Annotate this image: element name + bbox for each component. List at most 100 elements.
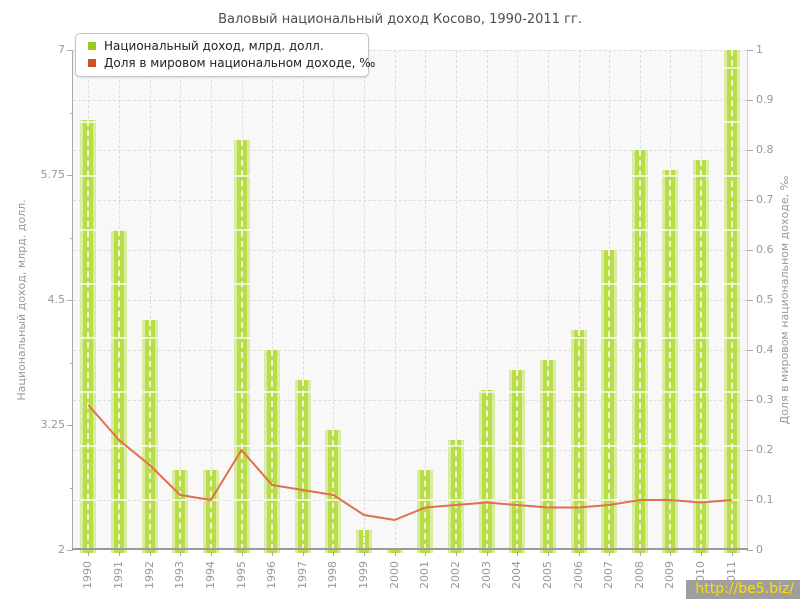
gridline-horizontal — [73, 100, 747, 101]
x-axis-tick-label: 1996 — [265, 561, 279, 589]
y-axis-tick-label-right: 0 — [756, 543, 763, 556]
watermark-link[interactable]: http://be5.biz/ — [686, 580, 800, 599]
bar-centerline — [332, 430, 335, 550]
y-axis-minor-tick-left — [70, 237, 73, 239]
legend: Национальный доход, млрд. долл. Доля в м… — [75, 33, 375, 77]
y-axis-tick-right — [747, 50, 753, 51]
x-axis-tick-label: 2008 — [632, 561, 646, 589]
bar-centerline — [271, 350, 274, 550]
bar-fill — [386, 550, 403, 553]
legend-label: Национальный доход, млрд. долл. — [104, 38, 324, 53]
gridline-vertical — [455, 50, 457, 550]
gridline-vertical — [547, 50, 549, 550]
bar-1990 — [80, 120, 97, 553]
x-axis-line — [72, 548, 748, 550]
x-axis-tick — [670, 552, 672, 556]
bar-2000 — [386, 550, 403, 553]
legend-item-national-income: Национальный доход, млрд. долл. — [76, 37, 368, 54]
x-axis-tick-label: 1992 — [142, 561, 156, 589]
x-axis-tick-label: 2006 — [571, 561, 585, 589]
legend-item-world-share: Доля в мировом национальном доходе, ‰ — [76, 54, 375, 71]
y-axis-tick-right — [747, 350, 753, 351]
gridline-horizontal — [73, 400, 747, 401]
bar-centerline — [516, 370, 519, 550]
gridline-vertical — [333, 50, 335, 550]
line-path — [87, 404, 732, 521]
plot-area: 7 5.75 4.5 3.25 2 1 0.9 0.8 0.7 0.6 0.5 0.4 0.3 0.2 0.… — [41, 43, 774, 589]
legend-swatch-bar-icon — [88, 41, 96, 50]
bar-centerline — [363, 530, 366, 550]
y-axis-major-tick-left — [67, 300, 73, 301]
y-axis-tick-right — [747, 250, 753, 251]
y-axis-tick-label-left: 2 — [58, 543, 65, 556]
bar-2005 — [539, 360, 556, 553]
y-axis-tick-right — [747, 100, 753, 101]
bar-1995 — [233, 140, 250, 553]
y-axis-tick-label-right: 0.6 — [756, 243, 774, 256]
y-axis-tick-right — [747, 150, 753, 151]
x-axis-tick — [394, 552, 396, 556]
x-axis-tick-label: 2007 — [602, 561, 616, 589]
y-axis-major-tick-left — [67, 50, 73, 51]
x-axis-tick-label: 1998 — [326, 561, 340, 589]
x-axis-tick-label: 1997 — [295, 561, 309, 589]
gridline-vertical — [394, 50, 396, 550]
bar-centerline — [669, 170, 672, 550]
gridline-vertical — [517, 50, 519, 550]
gridline-vertical — [302, 50, 304, 550]
gridline-vertical — [149, 50, 151, 550]
gridline-horizontal — [73, 150, 747, 151]
bar-centerline — [608, 250, 611, 550]
y-axis-tick-label-right: 0.1 — [756, 493, 774, 506]
bar-2004 — [509, 370, 526, 553]
y-axis-tick-label-right: 0.8 — [756, 143, 774, 156]
bar-1994 — [202, 470, 219, 553]
x-axis-tick — [149, 552, 151, 556]
x-axis-tick — [210, 552, 212, 556]
gridline-vertical — [210, 50, 212, 550]
bar-centerline — [546, 360, 549, 550]
x-axis-tick — [118, 552, 120, 556]
x-axis-tick — [180, 552, 182, 556]
bar-centerline — [454, 440, 457, 550]
y-axis-tick-label-left: 5.75 — [40, 168, 66, 181]
y-axis-major-tick-left — [67, 425, 73, 426]
bar-1992 — [141, 320, 158, 553]
x-axis-tick-label: 1990 — [81, 561, 95, 589]
x-axis-tick-label: 1994 — [203, 561, 217, 589]
x-axis-tick-label: 2003 — [479, 561, 493, 589]
bar-1998 — [325, 430, 342, 553]
y-axis-tick-label-right: 0.4 — [756, 343, 774, 356]
x-axis-tick — [701, 552, 703, 556]
x-axis-tick — [731, 552, 733, 556]
gridline-vertical — [486, 50, 488, 550]
y-axis-tick-label-right: 0.7 — [756, 193, 774, 206]
bar-1991 — [110, 230, 127, 553]
bar-2003 — [478, 390, 495, 553]
bar-centerline — [179, 470, 182, 550]
gridline-horizontal — [73, 450, 747, 451]
x-axis-tick — [517, 552, 519, 556]
y-axis-title-right: Доля в мировом национальном доходе, ‰ — [778, 175, 791, 425]
y-axis-tick-label-right: 0.3 — [756, 393, 774, 406]
y-axis-major-tick-left — [67, 175, 73, 176]
bar-1996 — [264, 350, 281, 553]
y-axis-major-tick-left — [67, 550, 73, 551]
x-axis-tick — [547, 552, 549, 556]
bar-2002 — [447, 440, 464, 553]
x-axis-tick — [272, 552, 274, 556]
gridline-vertical — [425, 50, 427, 550]
gridline-horizontal — [73, 250, 747, 251]
bar-1999 — [356, 530, 373, 553]
bar-centerline — [148, 320, 151, 550]
y-axis-tick-right — [747, 200, 753, 201]
x-axis-tick-label: 1995 — [234, 561, 248, 589]
gridline-horizontal — [73, 200, 747, 201]
bar-centerline — [700, 160, 703, 550]
bar-centerline — [209, 470, 212, 550]
gridline-vertical — [272, 50, 274, 550]
y-axis-title-left: Национальный доход, млрд. долл. — [15, 199, 28, 401]
gridline-horizontal — [73, 50, 747, 51]
x-axis-tick-label: 2000 — [387, 561, 401, 589]
x-axis-tick — [364, 552, 366, 556]
